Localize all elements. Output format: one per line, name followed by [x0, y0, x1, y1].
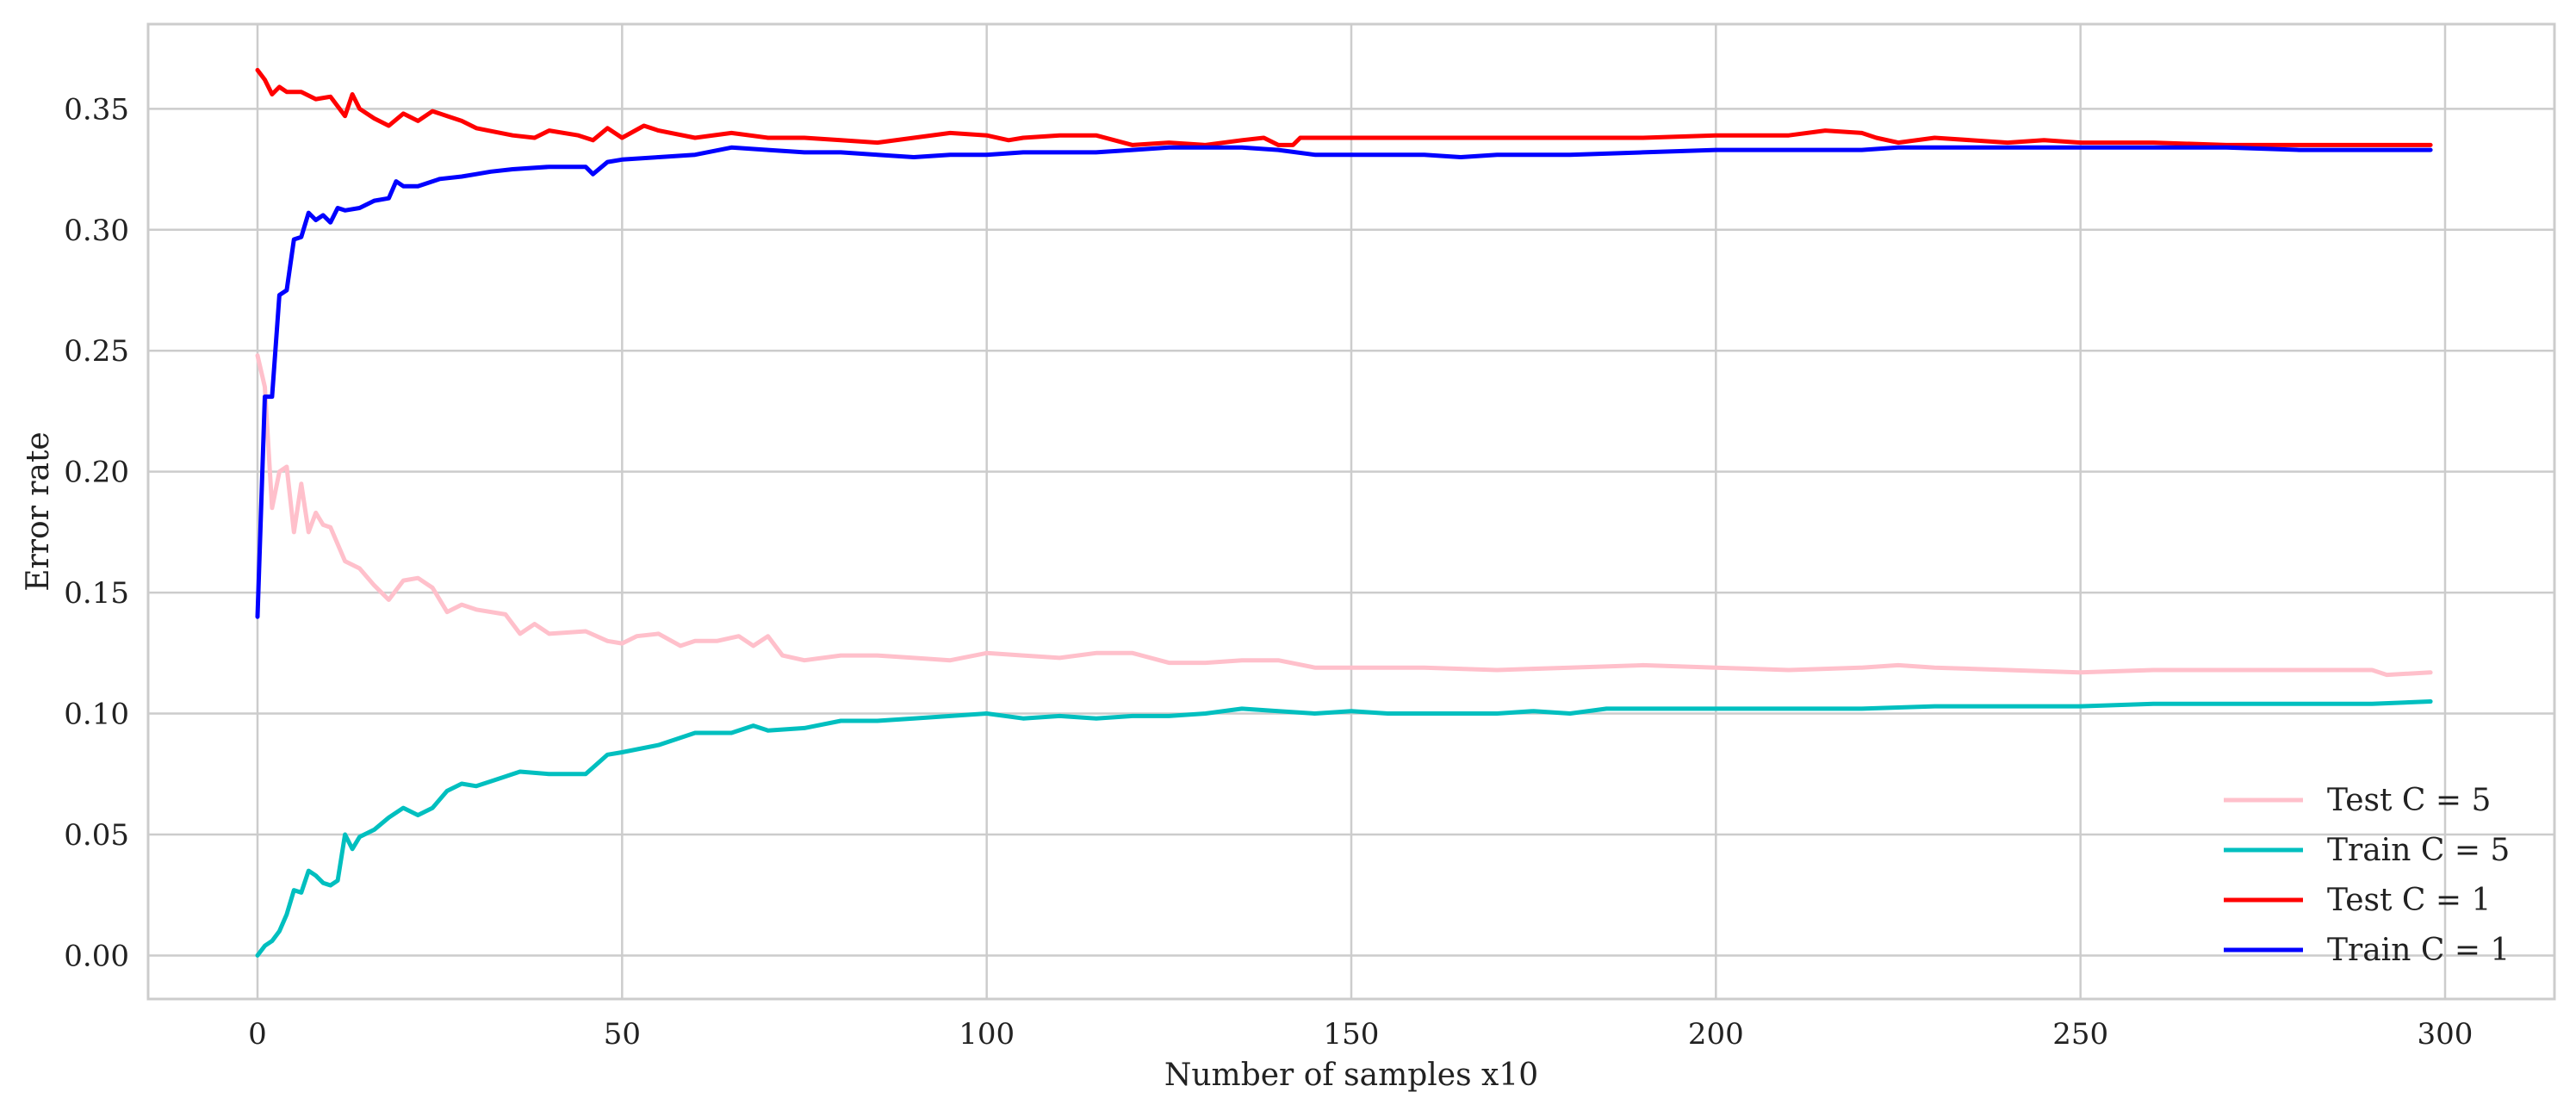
- y-axis-ticks: 0.00 0.05 0.10 0.15 0.20 0.25 0.30 0.35: [64, 92, 129, 973]
- legend-label: Test C = 5: [2327, 783, 2491, 818]
- legend-label: Train C = 1: [2327, 933, 2510, 968]
- y-tick-label: 0.20: [64, 456, 129, 490]
- x-tick-label: 150: [1324, 1017, 1380, 1052]
- y-tick-label: 0.35: [64, 92, 129, 127]
- plot-frame: [146, 22, 2556, 1001]
- x-tick-label: 250: [2052, 1017, 2108, 1052]
- series-line-3: [255, 67, 2433, 147]
- y-tick-label: 0.25: [64, 334, 129, 369]
- y-tick-label: 0.10: [64, 698, 129, 732]
- series-lines: [255, 67, 2433, 958]
- y-tick-label: 0.15: [64, 576, 129, 611]
- x-axis-ticks: 0 50 100 150 200 250 300: [248, 1017, 2473, 1052]
- x-axis-label: Number of samples x10: [1164, 1058, 1538, 1093]
- y-axis-label: Error rate: [21, 431, 56, 591]
- x-tick-label: 0: [248, 1017, 267, 1052]
- x-tick-label: 200: [1688, 1017, 1744, 1052]
- series-line-4: [255, 145, 2433, 619]
- legend-label: Test C = 1: [2327, 883, 2491, 918]
- y-tick-label: 0.05: [64, 818, 129, 853]
- legend: Test C = 5 Train C = 5 Test C = 1 Train C =…: [2224, 783, 2510, 968]
- series-line-2: [255, 699, 2433, 958]
- x-tick-label: 100: [959, 1017, 1015, 1052]
- x-tick-label: 50: [604, 1017, 641, 1052]
- grid: [148, 24, 2554, 999]
- y-tick-label: 0.30: [64, 214, 129, 248]
- legend-label: Train C = 5: [2327, 833, 2510, 868]
- x-tick-label: 300: [2418, 1017, 2474, 1052]
- y-tick-label: 0.00: [64, 939, 129, 973]
- series-line-1: [255, 353, 2433, 678]
